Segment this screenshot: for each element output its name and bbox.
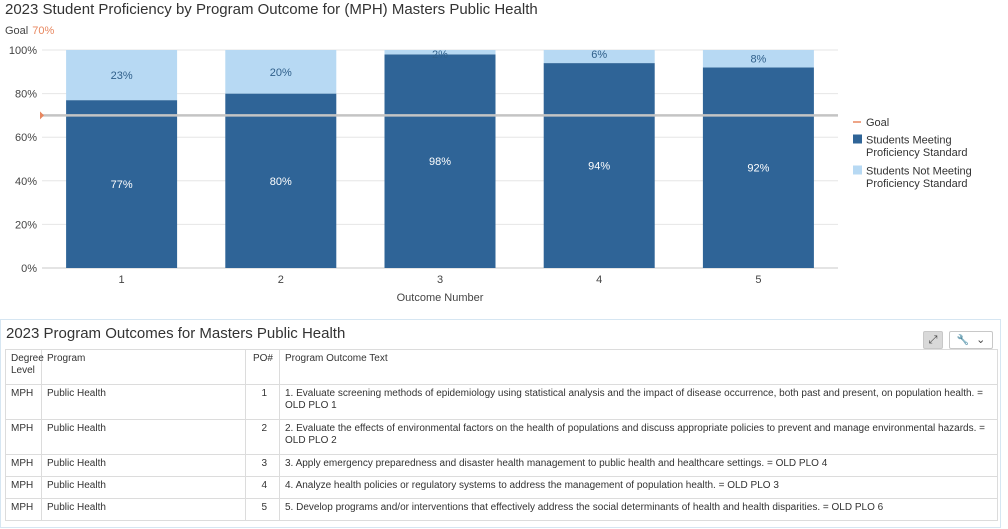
x-axis-title: Outcome Number bbox=[397, 292, 484, 304]
expand-button[interactable]: ⤢ bbox=[923, 331, 943, 349]
y-tick-label: 0% bbox=[21, 263, 37, 275]
header-program[interactable]: Program bbox=[41, 349, 246, 385]
data-label: 6% bbox=[591, 49, 607, 61]
data-label: 8% bbox=[750, 54, 766, 66]
cell-outcome-text: 4. Analyze health policies or regulatory… bbox=[279, 476, 998, 499]
bar-meeting bbox=[66, 100, 178, 268]
cell-program: Public Health bbox=[41, 498, 246, 521]
proficiency-chart: 0% 20% 40% 60% 80% 100% 77% 23% 1 80% 20% 2 98% 2% 3 94… bbox=[9, 45, 972, 304]
expand-icon: ⤢ bbox=[928, 333, 938, 346]
bar-meeting bbox=[543, 63, 655, 268]
wrench-icon: 🔧 bbox=[956, 334, 970, 346]
cell-degree: MPH bbox=[5, 384, 42, 420]
cell-outcome-text: 2. Evaluate the effects of environmental… bbox=[279, 419, 998, 455]
goal-caption-value: 70% bbox=[32, 25, 55, 37]
legend-label: Proficiency Standard bbox=[866, 178, 968, 190]
tools-menu-button[interactable]: 🔧 ⌄ bbox=[949, 331, 993, 349]
data-label: 80% bbox=[270, 176, 292, 188]
cell-degree: MPH bbox=[5, 476, 42, 499]
cell-po: 4 bbox=[245, 476, 280, 499]
cell-degree: MPH bbox=[5, 498, 42, 521]
table-row: MPH Public Health 2 2. Evaluate the effe… bbox=[5, 419, 998, 455]
bar-not-meeting bbox=[702, 50, 814, 68]
bar-meeting bbox=[702, 67, 814, 268]
table-row: MPH Public Health 5 5. Develop programs … bbox=[5, 498, 998, 521]
cell-program: Public Health bbox=[41, 384, 246, 420]
x-tick-label: 5 bbox=[755, 274, 761, 286]
x-tick-label: 2 bbox=[278, 274, 284, 286]
x-tick-label: 3 bbox=[437, 274, 443, 286]
x-tick-label: 4 bbox=[596, 274, 602, 286]
goal-caption-label: Goal bbox=[5, 25, 29, 37]
y-tick-label: 100% bbox=[9, 45, 37, 57]
table-row: MPH Public Health 4 4. Analyze health po… bbox=[5, 476, 998, 499]
header-degree-level[interactable]: Degree Level bbox=[5, 349, 44, 385]
data-label: 77% bbox=[111, 179, 133, 191]
table-row: MPH Public Health 1 1. Evaluate screenin… bbox=[5, 384, 998, 420]
bar-not-meeting bbox=[543, 50, 655, 64]
cell-outcome-text: 5. Develop programs and/or interventions… bbox=[279, 498, 998, 521]
bar-not-meeting bbox=[66, 50, 178, 101]
cell-degree: MPH bbox=[5, 419, 42, 455]
program-outcomes-panel: 2023 Program Outcomes for Masters Public… bbox=[0, 319, 1001, 528]
y-tick-label: 40% bbox=[15, 176, 37, 188]
cell-program: Public Health bbox=[41, 419, 246, 455]
chevron-down-icon: ⌄ bbox=[976, 334, 986, 346]
data-label: 20% bbox=[270, 67, 292, 79]
cell-program: Public Health bbox=[41, 476, 246, 499]
cell-po: 2 bbox=[245, 419, 280, 455]
bar-not-meeting bbox=[384, 50, 496, 55]
chart-title: 2023 Student Proficiency by Program Outc… bbox=[5, 1, 538, 18]
legend-swatch bbox=[853, 165, 862, 175]
legend-label: Students Not Meeting bbox=[866, 166, 972, 178]
data-label: 94% bbox=[588, 161, 610, 173]
header-outcome-text[interactable]: Program Outcome Text bbox=[279, 349, 998, 385]
goal-caption: Goal 70% bbox=[5, 25, 54, 37]
table-row: MPH Public Health 3 3. Apply emergency p… bbox=[5, 454, 998, 477]
legend-swatch bbox=[853, 134, 862, 144]
cell-po: 5 bbox=[245, 498, 280, 521]
data-label: 98% bbox=[429, 156, 451, 168]
cell-program: Public Health bbox=[41, 454, 246, 477]
data-label: 23% bbox=[111, 70, 133, 82]
x-tick-label: 1 bbox=[119, 274, 125, 286]
bar-not-meeting bbox=[225, 50, 337, 94]
legend-label: Proficiency Standard bbox=[866, 147, 968, 159]
cell-degree: MPH bbox=[5, 454, 42, 477]
bar-meeting bbox=[225, 93, 337, 268]
y-tick-label: 60% bbox=[15, 132, 37, 144]
bar-meeting bbox=[384, 54, 496, 268]
cell-outcome-text: 3. Apply emergency preparedness and disa… bbox=[279, 454, 998, 477]
panel-title: 2023 Program Outcomes for Masters Public… bbox=[6, 325, 346, 342]
cell-outcome-text: 1. Evaluate screening methods of epidemi… bbox=[279, 384, 998, 420]
table-header-row: Degree Level Program PO# Program Outcome… bbox=[5, 349, 998, 385]
data-label: 2% bbox=[432, 49, 448, 61]
legend-label: Students Meeting bbox=[866, 135, 952, 147]
y-tick-label: 80% bbox=[15, 89, 37, 101]
legend-label: Goal bbox=[866, 117, 889, 129]
data-label: 92% bbox=[747, 163, 769, 175]
cell-po: 1 bbox=[245, 384, 280, 420]
goal-marker-icon bbox=[40, 111, 44, 120]
y-tick-label: 20% bbox=[15, 219, 37, 231]
outcomes-table: Degree Level Program PO# Program Outcome… bbox=[5, 349, 998, 521]
header-po-number[interactable]: PO# bbox=[245, 349, 280, 385]
cell-po: 3 bbox=[245, 454, 280, 477]
